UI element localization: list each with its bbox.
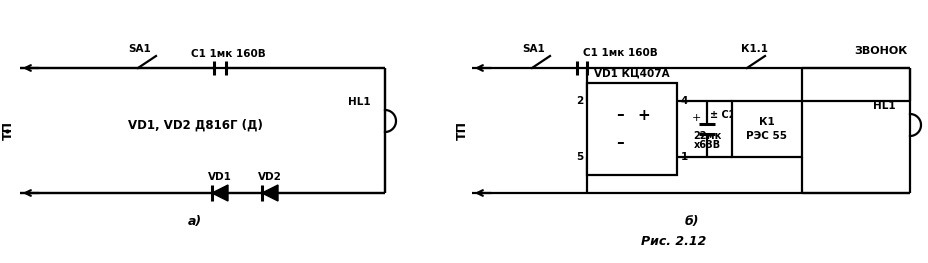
Text: 2: 2 [575,96,583,106]
Text: ЗВОНОК: ЗВОНОК [854,46,907,56]
Text: а): а) [187,215,202,228]
Text: –: – [615,108,624,123]
Text: Рис. 2.12: Рис. 2.12 [640,235,706,248]
Text: К1.1: К1.1 [741,44,767,54]
Text: ТП: ТП [2,121,15,140]
Text: х63В: х63В [692,140,720,150]
Text: 5: 5 [575,152,583,162]
Polygon shape [212,185,227,201]
Text: VD1, VD2 Д816Г (Д): VD1, VD2 Д816Г (Д) [127,119,262,132]
Text: VD1: VD1 [208,172,232,182]
Text: ± C2: ± C2 [709,110,735,120]
Text: К1: К1 [758,117,774,127]
Text: HL1: HL1 [348,97,370,107]
Bar [731,101,801,157]
Text: РЭС 55: РЭС 55 [746,131,787,141]
Bar [586,83,677,175]
Text: HL1: HL1 [872,101,895,111]
Text: ТП: ТП [455,121,468,140]
Text: 4: 4 [680,96,688,106]
Text: +: + [637,108,650,123]
Polygon shape [262,185,277,201]
Text: SA1: SA1 [522,44,545,54]
Text: VD1 КЦ407А: VD1 КЦ407А [594,69,669,79]
Text: C1 1мк 160В: C1 1мк 160В [582,48,657,58]
Text: C1 1мк 160В: C1 1мк 160В [190,49,265,59]
Text: –: – [615,135,624,150]
Text: б): б) [684,215,699,228]
Text: 1: 1 [680,152,688,162]
Text: SA1: SA1 [128,44,151,54]
Text: 22мк: 22мк [692,131,720,141]
Text: VD2: VD2 [258,172,281,182]
Text: +: + [690,113,700,123]
